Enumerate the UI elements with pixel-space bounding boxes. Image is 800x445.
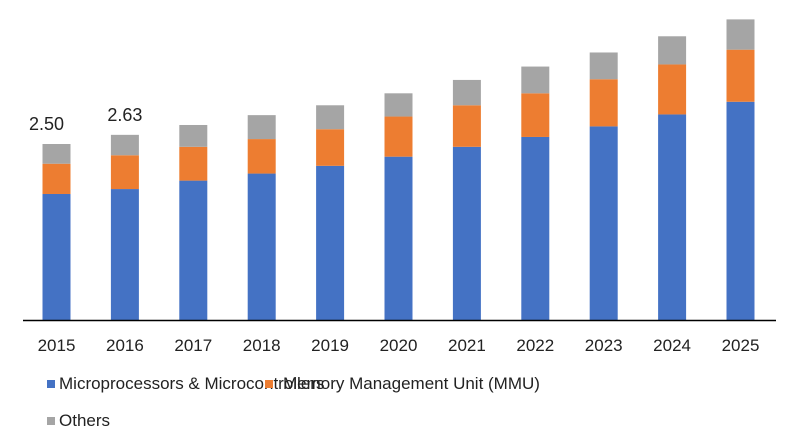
bar-segment-2015-1 <box>42 163 71 194</box>
bar-segment-2017-0 <box>179 180 208 320</box>
legend-item-others: Others <box>47 411 110 431</box>
bar-segment-2023-2 <box>589 52 618 80</box>
bar-segment-2016-1 <box>110 155 139 190</box>
legend-swatch-orange <box>265 380 273 388</box>
bar-segment-2019-1 <box>316 129 345 166</box>
legend-item-microprocessors: Microprocessors & Microcontrollers <box>47 374 324 394</box>
x-tick-labels: 2015 2016 2017 2018 2019 2020 2021 2022 2023 2024… <box>38 336 760 355</box>
data-label: 2.50 <box>29 114 64 134</box>
bar-segment-2021-1 <box>452 105 481 147</box>
bar-segment-2016-0 <box>110 189 139 320</box>
bar-segment-2021-2 <box>452 79 481 106</box>
bar-segment-2024-2 <box>658 36 687 65</box>
x-tick-label: 2025 <box>722 336 760 355</box>
bar-segment-2015-0 <box>42 193 71 320</box>
legend-label: Memory Management Unit (MMU) <box>283 374 540 393</box>
bar-segment-2023-0 <box>589 126 618 321</box>
bar-segment-2016-2 <box>110 134 139 156</box>
bar-segment-2024-0 <box>658 114 687 320</box>
bar-segment-2020-0 <box>384 156 413 320</box>
x-tick-label: 2020 <box>380 336 418 355</box>
x-tick-label: 2016 <box>106 336 144 355</box>
bar-segment-2022-2 <box>521 66 550 94</box>
bar-segment-2018-0 <box>247 173 276 320</box>
x-tick-label: 2024 <box>653 336 691 355</box>
legend-label: Microprocessors & Microcontrollers <box>59 374 325 393</box>
bar-segment-2019-0 <box>316 165 345 320</box>
bar-segment-2025-0 <box>726 101 755 320</box>
x-tick-label: 2022 <box>516 336 554 355</box>
bar-segment-2024-1 <box>658 64 687 115</box>
bar-segment-2025-2 <box>726 19 755 50</box>
bar-segment-2020-2 <box>384 93 413 117</box>
bar-segment-2023-1 <box>589 79 618 127</box>
data-labels: 2.50 2.63 <box>29 105 142 134</box>
data-label: 2.63 <box>107 105 142 125</box>
bar-segment-2018-2 <box>247 115 276 140</box>
x-tick-label: 2015 <box>38 336 76 355</box>
bar-segment-2017-2 <box>179 124 208 147</box>
x-tick-label: 2021 <box>448 336 486 355</box>
bar-segment-2025-1 <box>726 49 755 102</box>
bar-segment-2020-1 <box>384 116 413 157</box>
bar-segment-2018-1 <box>247 139 276 174</box>
legend-label: Others <box>59 411 111 430</box>
x-tick-label: 2018 <box>243 336 281 355</box>
x-tick-label: 2019 <box>311 336 349 355</box>
bar-segment-2019-2 <box>316 105 345 130</box>
bar-segment-2022-1 <box>521 93 550 137</box>
legend-item-mmu: Memory Management Unit (MMU) <box>265 374 540 394</box>
bars-group <box>42 19 755 321</box>
x-tick-label: 2023 <box>585 336 623 355</box>
bar-segment-2017-1 <box>179 146 208 181</box>
bar-segment-2015-2 <box>42 144 71 164</box>
legend-swatch-blue <box>47 380 55 388</box>
x-tick-label: 2017 <box>174 336 212 355</box>
bar-segment-2022-0 <box>521 136 550 320</box>
bar-segment-2021-0 <box>452 146 481 320</box>
legend-swatch-gray <box>47 417 55 425</box>
